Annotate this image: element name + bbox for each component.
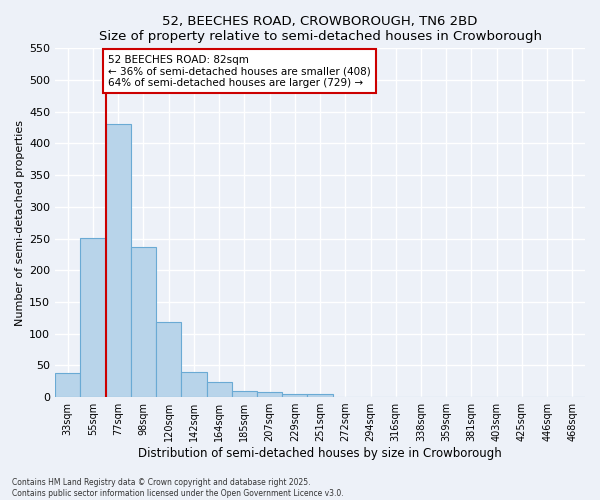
Bar bbox=[80, 238, 106, 397]
Bar bbox=[181, 372, 206, 397]
Bar bbox=[307, 394, 332, 397]
Bar bbox=[257, 392, 282, 397]
Text: Contains HM Land Registry data © Crown copyright and database right 2025.
Contai: Contains HM Land Registry data © Crown c… bbox=[12, 478, 344, 498]
Text: 52 BEECHES ROAD: 82sqm
← 36% of semi-detached houses are smaller (408)
64% of se: 52 BEECHES ROAD: 82sqm ← 36% of semi-det… bbox=[108, 54, 371, 88]
Bar bbox=[156, 322, 181, 397]
Bar bbox=[131, 247, 156, 397]
Title: 52, BEECHES ROAD, CROWBOROUGH, TN6 2BD
Size of property relative to semi-detache: 52, BEECHES ROAD, CROWBOROUGH, TN6 2BD S… bbox=[98, 15, 542, 43]
Bar bbox=[106, 124, 131, 397]
Bar bbox=[232, 390, 257, 397]
X-axis label: Distribution of semi-detached houses by size in Crowborough: Distribution of semi-detached houses by … bbox=[138, 447, 502, 460]
Y-axis label: Number of semi-detached properties: Number of semi-detached properties bbox=[15, 120, 25, 326]
Bar bbox=[282, 394, 307, 397]
Bar bbox=[55, 373, 80, 397]
Bar bbox=[206, 382, 232, 397]
